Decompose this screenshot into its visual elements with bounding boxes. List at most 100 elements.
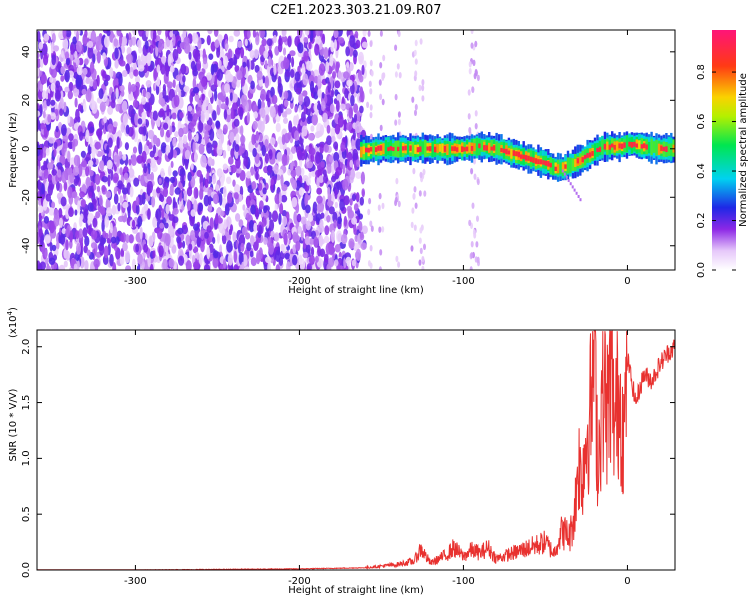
noise-cell bbox=[319, 248, 326, 258]
noise-cell bbox=[473, 158, 476, 165]
noise-cell bbox=[418, 237, 422, 244]
noise-cell bbox=[394, 44, 398, 51]
noise-cell bbox=[232, 231, 237, 243]
ridge-cell bbox=[397, 146, 400, 152]
spectrogram-plot-area bbox=[37, 30, 675, 270]
noise-cell bbox=[312, 263, 316, 270]
noise-cell bbox=[302, 73, 309, 86]
ridge-cell bbox=[446, 143, 449, 155]
noise-cell bbox=[468, 127, 472, 134]
x-tick-label: -200 bbox=[288, 276, 311, 287]
noise-cell bbox=[166, 104, 170, 117]
noise-cell bbox=[358, 221, 363, 232]
noise-cell bbox=[69, 230, 73, 243]
noise-cell bbox=[349, 159, 354, 168]
ridge-cell bbox=[360, 146, 363, 158]
ridge-cell bbox=[601, 139, 604, 155]
noise-cell bbox=[369, 133, 373, 141]
ridge-cell bbox=[505, 148, 508, 155]
noise-cell bbox=[187, 171, 192, 182]
noise-cell bbox=[166, 81, 173, 89]
noise-cell bbox=[319, 143, 325, 154]
ridge-cell bbox=[510, 148, 513, 159]
noise-cell bbox=[126, 47, 132, 55]
noise-cell bbox=[288, 152, 294, 161]
noise-cell bbox=[76, 30, 79, 42]
noise-cell bbox=[294, 105, 298, 113]
noise-cell bbox=[292, 244, 297, 254]
noise-cell bbox=[123, 172, 129, 181]
noise-cell bbox=[471, 86, 475, 94]
noise-cell bbox=[131, 219, 136, 229]
noise-cell bbox=[397, 30, 401, 37]
noise-cell bbox=[43, 126, 48, 138]
noise-cell bbox=[259, 30, 265, 39]
noise-cell bbox=[206, 72, 212, 81]
noise-cell bbox=[245, 175, 251, 189]
noise-cell bbox=[81, 88, 87, 95]
noise-cell bbox=[318, 175, 324, 184]
noise-cell bbox=[183, 85, 190, 93]
ridge-cell bbox=[515, 151, 518, 157]
noise-cell bbox=[352, 148, 359, 161]
noise-cell bbox=[122, 113, 128, 126]
noise-cell bbox=[248, 219, 255, 233]
noise-cell bbox=[291, 197, 298, 208]
ridge-cell bbox=[579, 198, 582, 202]
noise-cell bbox=[398, 72, 402, 79]
noise-cell bbox=[65, 239, 69, 251]
y-tick-label: 1.5 bbox=[21, 395, 32, 411]
ridge-cell bbox=[603, 143, 607, 150]
noise-cell bbox=[51, 169, 57, 176]
noise-cell bbox=[273, 164, 279, 175]
ridge-cell bbox=[369, 147, 373, 152]
noise-cell bbox=[334, 80, 341, 89]
noise-cell bbox=[145, 80, 152, 88]
noise-cell bbox=[260, 88, 267, 102]
noise-cell bbox=[411, 207, 415, 214]
snr-y-axis-label: SNR (10 * V/V) bbox=[8, 388, 19, 461]
ridge-cell bbox=[377, 145, 380, 151]
noise-cell bbox=[63, 101, 67, 113]
noise-cell bbox=[473, 173, 477, 180]
noise-cell bbox=[245, 212, 250, 221]
ridge-cell bbox=[576, 158, 579, 164]
noise-cell bbox=[204, 124, 212, 131]
noise-cell bbox=[73, 178, 79, 186]
noise-cell bbox=[193, 223, 200, 231]
noise-cell bbox=[240, 94, 248, 107]
signal-ridge bbox=[360, 131, 675, 202]
noise-cell bbox=[255, 130, 260, 141]
noise-cell bbox=[61, 228, 66, 235]
ridge-cell bbox=[362, 146, 365, 155]
noise-cell bbox=[215, 120, 221, 128]
noise-cell bbox=[187, 105, 193, 112]
noise-cell bbox=[289, 69, 295, 78]
noise-cell bbox=[295, 165, 302, 177]
noise-cell bbox=[418, 84, 422, 92]
y-tick-label: -20 bbox=[21, 189, 32, 205]
noise-cell bbox=[87, 160, 94, 167]
noise-cell bbox=[309, 33, 314, 43]
noise-cell bbox=[83, 208, 89, 220]
noise-cell bbox=[317, 103, 322, 111]
noise-cell bbox=[238, 242, 242, 254]
noise-cell bbox=[79, 213, 84, 221]
noise-cell bbox=[414, 58, 418, 65]
noise-cell bbox=[331, 88, 335, 98]
noise-cell bbox=[152, 144, 157, 154]
noise-cell bbox=[317, 224, 325, 233]
noise-cell bbox=[250, 235, 255, 246]
ridge-cell bbox=[365, 147, 368, 153]
noise-cell bbox=[88, 169, 94, 177]
noise-cell bbox=[328, 243, 335, 256]
noise-cell bbox=[72, 139, 76, 152]
noise-cell bbox=[141, 111, 147, 119]
x-tick-label: -100 bbox=[452, 576, 475, 587]
noise-cell bbox=[323, 235, 330, 244]
ridge-cell bbox=[502, 148, 506, 154]
noise-cell bbox=[288, 120, 293, 133]
noise-cell bbox=[37, 179, 41, 191]
noise-cell bbox=[337, 216, 342, 225]
ridge-cell bbox=[652, 141, 656, 153]
